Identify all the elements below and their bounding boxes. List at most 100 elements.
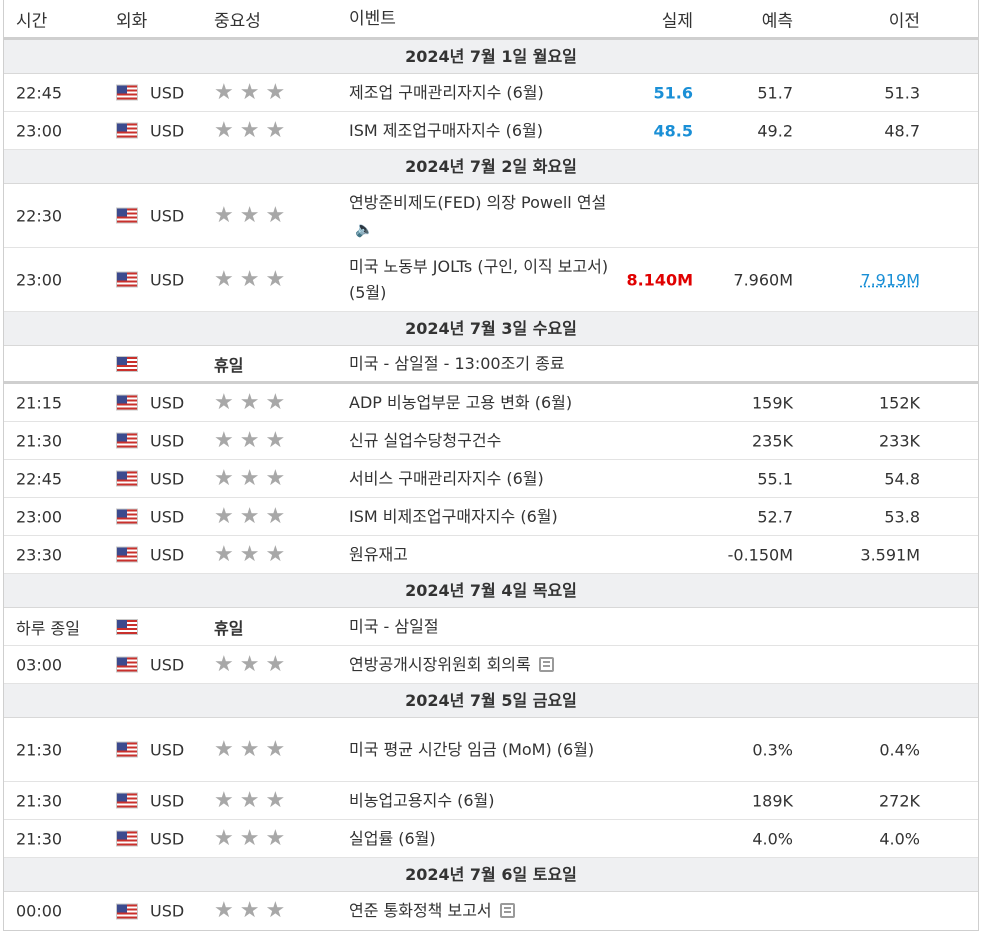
us-flag-icon	[116, 355, 138, 372]
event-link[interactable]: ADP 비농업부문 고용 변화 (6월)	[349, 392, 573, 412]
day-header: 2024년 7월 4일 목요일	[4, 574, 978, 608]
day-header: 2024년 7월 2일 화요일	[4, 150, 978, 184]
event-forecast: -0.150M	[727, 545, 793, 564]
star-icon: ★	[239, 117, 260, 143]
event-link[interactable]: 연방공개시장위원회 회의록	[349, 654, 531, 674]
star-icon: ★	[265, 202, 286, 228]
event-link[interactable]: 연방준비제도(FED) 의장 Powell 연설	[349, 192, 607, 212]
event-link[interactable]: 서비스 구매관리자지수 (6월)	[349, 468, 544, 488]
us-flag-icon	[116, 432, 138, 449]
event-link[interactable]: ISM 제조업구매자지수 (6월)	[349, 120, 543, 140]
table-row[interactable]: 03:00 USD ★ ★ ★ 연방공개시장위원회 회의록	[4, 646, 978, 684]
importance-stars: ★ ★ ★	[214, 389, 291, 415]
event-currency: USD	[150, 206, 185, 225]
event-previous: 48.7	[884, 121, 920, 140]
event-forecast: 49.2	[757, 121, 793, 140]
us-flag-icon	[116, 122, 138, 139]
table-row[interactable]: 23:00 USD ★ ★ ★ 미국 노동부 JOLTs (구인, 이직 보고서) …	[4, 248, 978, 312]
star-icon: ★	[265, 117, 286, 143]
star-icon: ★	[214, 427, 234, 453]
star-icon: ★	[265, 266, 286, 292]
us-flag-icon	[116, 546, 138, 563]
event-time: 21:30	[16, 791, 63, 810]
importance-stars: ★ ★ ★	[214, 266, 291, 292]
star-icon: ★	[214, 202, 234, 228]
star-icon: ★	[239, 389, 260, 415]
importance-stars: ★ ★ ★	[214, 81, 291, 104]
event-previous-revised-link[interactable]: 7.919M	[860, 270, 920, 289]
star-icon: ★	[214, 503, 234, 529]
star-icon: ★	[265, 541, 286, 567]
table-row[interactable]: 21:30 USD ★ ★ ★ 신규 실업수당청구건수 235K 233K	[4, 422, 978, 460]
holiday-row: 하루 종일 휴일 미국 - 삼일절	[4, 608, 978, 646]
star-icon: ★	[265, 389, 286, 415]
table-row[interactable]: 21:15 USD ★ ★ ★ ADP 비농업부문 고용 변화 (6월) 159K …	[4, 384, 978, 422]
us-flag-icon	[116, 830, 138, 847]
holiday-label: 휴일	[214, 618, 244, 638]
star-icon: ★	[265, 787, 286, 813]
event-previous: 3.591M	[860, 545, 920, 564]
table-row[interactable]: 21:30 USD ★ ★ ★ 미국 평균 시간당 임금 (MoM) (6월) 0.…	[4, 718, 978, 782]
event-time: 21:30	[16, 829, 63, 848]
table-row[interactable]: 22:45 USD ★ ★ ★ 제조업 구매관리자지수 (6월) 51.6 51.7…	[4, 74, 978, 112]
holiday-row: 휴일 미국 - 삼일절 - 13:00조기 종료	[4, 346, 978, 384]
event-forecast: 52.7	[757, 507, 793, 526]
table-row[interactable]: 23:00 USD ★ ★ ★ ISM 비제조업구매자지수 (6월) 52.7 53…	[4, 498, 978, 536]
event-link[interactable]: 원유재고	[349, 544, 408, 564]
importance-stars: ★ ★ ★	[214, 825, 291, 851]
event-forecast: 235K	[751, 431, 793, 450]
event-link[interactable]: 미국 평균 시간당 임금 (MoM) (6월)	[349, 739, 595, 759]
star-icon: ★	[265, 825, 286, 851]
star-icon: ★	[265, 465, 286, 491]
event-link[interactable]: 미국 노동부 JOLTs (구인, 이직 보고서) (5월)	[349, 256, 609, 302]
event-time: 22:30	[16, 206, 63, 225]
header-currency: 외화	[116, 11, 148, 31]
table-row[interactable]: 00:00 USD ★ ★ ★ 연준 통화정책 보고서	[4, 892, 978, 930]
event-time: 23:30	[16, 545, 63, 564]
event-actual: 51.6	[653, 83, 693, 102]
star-icon: ★	[214, 389, 234, 415]
importance-stars: ★ ★ ★	[214, 503, 291, 529]
table-row[interactable]: 22:45 USD ★ ★ ★ 서비스 구매관리자지수 (6월) 55.1 54.8	[4, 460, 978, 498]
table-row[interactable]: 23:00 USD ★ ★ ★ ISM 제조업구매자지수 (6월) 48.5 49.…	[4, 112, 978, 150]
header-time: 시간	[16, 11, 48, 31]
us-flag-icon	[116, 394, 138, 411]
header-importance: 중요성	[214, 11, 261, 31]
event-link[interactable]: ISM 비제조업구매자지수 (6월)	[349, 506, 558, 526]
us-flag-icon	[116, 470, 138, 487]
table-row[interactable]: 21:30 USD ★ ★ ★ 비농업고용지수 (6월) 189K 272K	[4, 782, 978, 820]
event-currency: USD	[150, 901, 185, 921]
day-header: 2024년 7월 1일 월요일	[4, 40, 978, 74]
star-icon: ★	[239, 787, 260, 813]
table-row[interactable]: 22:30 USD ★ ★ ★ 연방준비제도(FED) 의장 Powell 연설🔈	[4, 184, 978, 248]
event-previous: 54.8	[884, 469, 920, 488]
table-row[interactable]: 23:30 USD ★ ★ ★ 원유재고 -0.150M 3.591M	[4, 536, 978, 574]
star-icon: ★	[265, 736, 286, 762]
event-time: 하루 종일	[16, 618, 80, 638]
event-forecast: 4.0%	[752, 829, 793, 848]
event-previous: 53.8	[884, 507, 920, 526]
event-actual: 8.140M	[626, 270, 693, 289]
table-row[interactable]: 21:30 USD ★ ★ ★ 실업률 (6월) 4.0% 4.0%	[4, 820, 978, 858]
event-link[interactable]: 비농업고용지수 (6월)	[349, 790, 495, 810]
importance-stars: ★ ★ ★	[214, 427, 291, 453]
star-icon: ★	[214, 651, 234, 677]
star-icon: ★	[214, 787, 234, 813]
event-link[interactable]: 연준 통화정책 보고서	[349, 901, 492, 920]
event-link[interactable]: 신규 실업수당청구건수	[349, 430, 502, 450]
document-icon	[499, 903, 515, 918]
us-flag-icon	[116, 271, 138, 288]
star-icon: ★	[214, 898, 234, 923]
event-currency: USD	[150, 740, 185, 759]
header-forecast: 예측	[761, 11, 793, 31]
holiday-label: 휴일	[214, 355, 244, 375]
header-previous: 이전	[888, 11, 920, 31]
event-time: 21:30	[16, 431, 63, 450]
event-link[interactable]: 제조업 구매관리자지수 (6월)	[349, 82, 544, 102]
event-time: 03:00	[16, 655, 63, 674]
us-flag-icon	[116, 84, 138, 101]
event-link[interactable]: 실업률 (6월)	[349, 828, 436, 848]
star-icon: ★	[239, 202, 260, 228]
event-currency: USD	[150, 829, 185, 848]
event-forecast: 189K	[751, 791, 793, 810]
